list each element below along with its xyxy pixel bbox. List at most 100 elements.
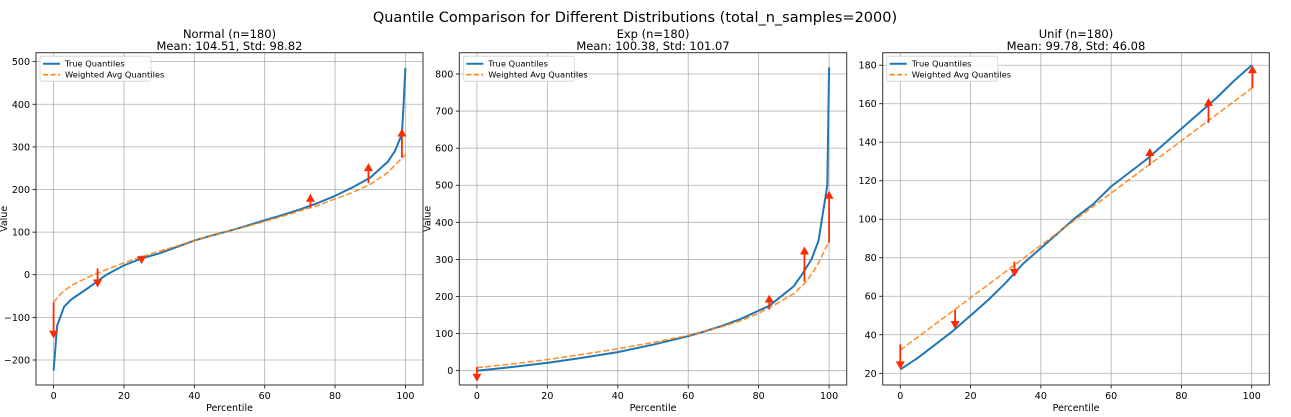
legend-box bbox=[886, 55, 999, 82]
arrow-head bbox=[305, 193, 315, 202]
x-tick-label: 100 bbox=[820, 391, 838, 402]
true-quantiles-line bbox=[899, 64, 1253, 371]
y-tick-label: 100 bbox=[859, 215, 877, 226]
x-tick-label: 100 bbox=[396, 391, 414, 402]
x-tick-label: 60 bbox=[682, 391, 694, 402]
subplot-3: Unif (n=180)Mean: 99.78, Std: 46.08 0 20 40… bbox=[859, 27, 1270, 414]
x-tick-label: 20 bbox=[118, 391, 130, 402]
subplot-subtitle: Mean: 104.51, Std: 98.82 bbox=[157, 39, 303, 53]
y-axis-label: Value bbox=[422, 206, 433, 232]
arrow-head bbox=[1203, 97, 1213, 106]
y-tick-label: 500 bbox=[435, 181, 453, 192]
x-tick-label: 80 bbox=[753, 391, 765, 402]
difference-arrow bbox=[363, 163, 373, 184]
x-tick-label: 80 bbox=[1175, 391, 1187, 402]
difference-arrow bbox=[93, 268, 103, 288]
subplot-1: Normal (n=180)Mean: 104.51, Std: 98.82 0 2… bbox=[0, 27, 424, 414]
y-tick-label: 100 bbox=[435, 329, 453, 340]
difference-arrow bbox=[137, 255, 147, 265]
arrow-head bbox=[363, 163, 373, 172]
arrow-head bbox=[824, 190, 834, 199]
x-tick-label: 40 bbox=[612, 391, 624, 402]
x-tick-label: 20 bbox=[965, 391, 977, 402]
weighted-avg-quantiles-line bbox=[476, 241, 830, 369]
x-tick-label: 40 bbox=[1035, 391, 1047, 402]
y-tick-label: 700 bbox=[435, 107, 453, 118]
axes-frame bbox=[882, 52, 1270, 386]
y-tick-label: 100 bbox=[12, 228, 30, 239]
y-tick-label: 0 bbox=[447, 366, 453, 377]
y-tick-label: 160 bbox=[859, 99, 877, 110]
y-tick-label: 140 bbox=[859, 138, 877, 149]
difference-arrow bbox=[764, 294, 774, 310]
y-tick-label: 200 bbox=[435, 292, 453, 303]
difference-arrow bbox=[895, 344, 905, 370]
subplot-title: Unif (n=180) bbox=[1039, 27, 1113, 41]
y-axis-label: Value bbox=[0, 206, 10, 232]
x-tick-label: 60 bbox=[259, 391, 271, 402]
legend-label: Weighted Avg Quantiles bbox=[912, 70, 1011, 80]
y-tick-label: 40 bbox=[865, 330, 877, 341]
weighted-avg-quantiles-line bbox=[899, 87, 1253, 351]
difference-arrow bbox=[472, 366, 482, 382]
y-tick-label: 0 bbox=[24, 270, 30, 281]
subplot-title: Normal (n=180) bbox=[183, 27, 276, 41]
arrow-head bbox=[950, 320, 960, 329]
x-tick-label: 40 bbox=[188, 391, 200, 402]
legend-box bbox=[462, 55, 575, 82]
y-tick-label: 300 bbox=[12, 142, 30, 153]
arrow-head bbox=[1009, 268, 1019, 277]
legend-label: Weighted Avg Quantiles bbox=[65, 70, 164, 80]
true-quantiles-line bbox=[476, 67, 831, 372]
difference-arrow bbox=[1009, 261, 1019, 277]
x-tick-label: 80 bbox=[329, 391, 341, 402]
x-axis-label: Percentile bbox=[630, 403, 677, 414]
y-tick-label: 800 bbox=[435, 69, 453, 80]
y-tick-label: 300 bbox=[435, 255, 453, 266]
legend-label: True Quantiles bbox=[911, 59, 972, 69]
difference-arrow bbox=[1247, 65, 1257, 89]
subplot-2: Exp (n=180)Mean: 100.38, Std: 101.07 0 20 4… bbox=[422, 27, 848, 414]
legend-label: True Quantiles bbox=[64, 59, 125, 69]
arrow-head bbox=[799, 246, 809, 255]
x-tick-label: 100 bbox=[1243, 391, 1261, 402]
difference-arrow bbox=[397, 128, 407, 158]
difference-arrow bbox=[49, 302, 59, 339]
subplot-subtitle: Mean: 99.78, Std: 46.08 bbox=[1007, 39, 1146, 53]
legend-label: Weighted Avg Quantiles bbox=[488, 70, 587, 80]
arrow-head bbox=[764, 294, 774, 303]
arrow-head bbox=[137, 256, 147, 265]
y-tick-label: 120 bbox=[859, 176, 877, 187]
y-tick-label: −100 bbox=[4, 313, 30, 324]
arrow-head bbox=[1145, 148, 1155, 157]
difference-arrow bbox=[950, 309, 960, 329]
axes-frame bbox=[35, 52, 424, 386]
difference-arrow bbox=[305, 193, 315, 208]
y-tick-label: 400 bbox=[435, 218, 453, 229]
y-tick-label: 80 bbox=[865, 253, 877, 264]
y-tick-label: 200 bbox=[12, 185, 30, 196]
y-tick-label: 500 bbox=[12, 57, 30, 68]
y-tick-label: 600 bbox=[435, 144, 453, 155]
difference-arrow bbox=[824, 190, 834, 243]
true-quantiles-line bbox=[52, 67, 407, 371]
figure-suptitle: Quantile Comparison for Different Distri… bbox=[373, 10, 897, 26]
arrow-head bbox=[49, 330, 59, 339]
subplot-title: Exp (n=180) bbox=[617, 27, 690, 41]
arrow-head bbox=[472, 373, 482, 382]
axes-frame bbox=[458, 52, 848, 386]
difference-arrow bbox=[799, 246, 809, 282]
arrow-head bbox=[1247, 65, 1257, 74]
x-tick-label: 0 bbox=[474, 391, 480, 402]
x-axis-label: Percentile bbox=[1053, 403, 1100, 414]
x-tick-label: 0 bbox=[51, 391, 57, 402]
arrow-head bbox=[895, 361, 905, 370]
y-tick-label: 60 bbox=[865, 292, 877, 303]
y-tick-label: 400 bbox=[12, 100, 30, 111]
legend-box bbox=[39, 55, 152, 82]
legend-label: True Quantiles bbox=[487, 59, 548, 69]
